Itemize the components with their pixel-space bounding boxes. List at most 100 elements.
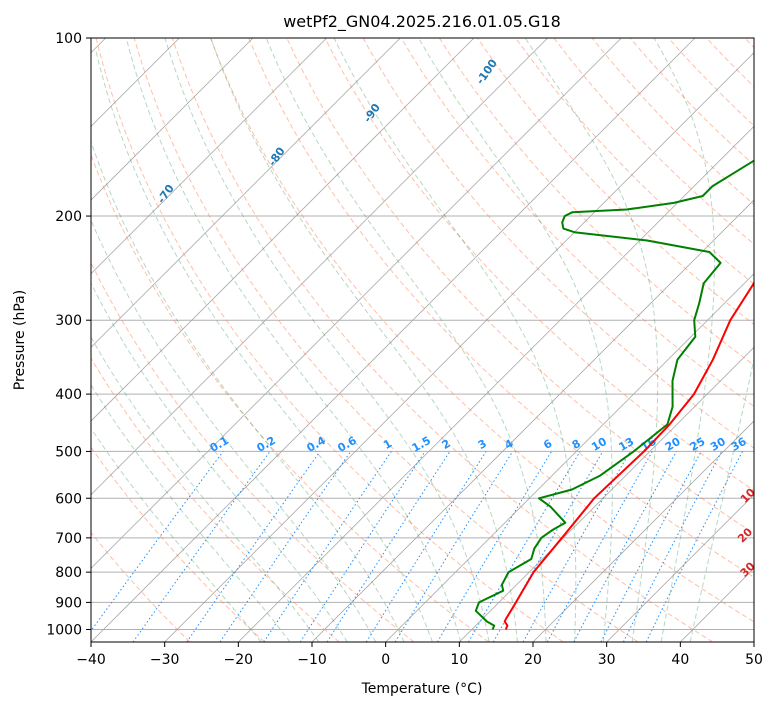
x-tick-label: 20	[524, 652, 542, 668]
isotherm-line	[91, 38, 696, 642]
moist-adiabat-label: -80	[266, 145, 288, 169]
isotherm-line	[91, 38, 475, 422]
dry-adiabat-line	[515, 38, 754, 285]
moist-adiabat-line	[210, 38, 518, 642]
mixing-ratio-label: 3	[476, 437, 489, 452]
background-labels: 0.1 0.2 0.4 0.6 1 1.5 2 3 4 6 8 10 13 16 20 25 30 3610203…	[18, 57, 775, 610]
mixing-ratio-line	[132, 451, 271, 642]
x-axis-label: Temperature (°C)	[361, 681, 483, 697]
isotherm-line	[91, 38, 622, 569]
x-axis-ticks: −40 −30 −20 −10 0 10 20 30 40 50	[76, 642, 763, 668]
dry-adiabat-line	[591, 38, 754, 206]
mixing-ratio-line	[645, 451, 743, 642]
moist-adiabat-line	[91, 427, 262, 642]
isotherm-line	[91, 38, 401, 348]
moist-adiabat-label: -100	[474, 57, 501, 87]
isotherm-line	[91, 38, 254, 201]
moist-adiabat-line	[164, 38, 490, 642]
dry-adiabat-line	[706, 38, 754, 88]
mixing-ratio-line	[468, 451, 581, 642]
x-tick-label: 10	[450, 652, 468, 668]
mixing-ratio-line	[263, 451, 392, 642]
mixing-ratio-line	[394, 451, 514, 642]
dry-adiabat-line	[91, 446, 265, 642]
moist-adiabat-label: -90	[361, 101, 383, 125]
mixing-ratio-label: 2	[440, 437, 453, 452]
dry-adiabat-label: 10	[738, 486, 758, 506]
x-tick-label: 0	[381, 652, 390, 668]
moist-adiabat-line	[91, 383, 291, 642]
y-tick-label: 300	[55, 313, 82, 329]
moist-adiabat-line	[91, 336, 320, 642]
y-axis-ticks: 100 200 300 400 500 600 700 800 900 1000	[46, 31, 91, 638]
isotherm-line	[753, 641, 754, 642]
isotherm-line	[680, 567, 754, 642]
dry-adiabat-line	[744, 38, 754, 49]
mixing-ratio-line	[622, 451, 723, 642]
y-axis-label: Pressure (hPa)	[12, 290, 28, 390]
moist-adiabat-line	[95, 50, 433, 642]
y-tick-label: 100	[55, 31, 82, 47]
mixing-ratio-label: 1	[381, 437, 394, 452]
dry-adiabat-line	[95, 38, 564, 642]
profile-lines	[474, 159, 754, 630]
x-tick-label: 30	[598, 652, 616, 668]
y-tick-label: 700	[55, 531, 82, 547]
y-tick-label: 1000	[46, 622, 82, 638]
mixing-ratio-line	[299, 451, 426, 642]
x-tick-label: −20	[224, 652, 254, 668]
dry-adiabat-line	[248, 38, 754, 578]
moist-adiabat-label: -60	[18, 238, 40, 262]
mixing-ratio-line	[600, 451, 702, 642]
dry-adiabat-label: 20	[735, 525, 755, 545]
temperature-profile-line	[503, 280, 754, 630]
y-tick-label: 900	[55, 595, 82, 611]
moist-adiabat-line	[91, 139, 405, 642]
dry-adiabat-line	[324, 38, 754, 492]
dry-adiabat-line	[91, 531, 191, 642]
dewpoint-profile-line	[474, 159, 754, 630]
isotherm-line	[385, 273, 754, 642]
mixing-ratio-line	[91, 451, 224, 632]
dry-adiabat-line	[286, 38, 754, 535]
isotherm-line	[91, 38, 548, 496]
plot-frame	[90, 37, 755, 643]
dry-adiabat-line	[91, 261, 415, 642]
mixing-ratio-line	[219, 451, 352, 642]
moist-adiabat-line	[524, 38, 659, 642]
isotherm-line	[459, 346, 754, 642]
dry-adiabat-label: 30	[738, 559, 758, 579]
isotherm-line	[164, 52, 754, 642]
mixing-ratio-label: 6	[541, 437, 554, 452]
mixing-ratio-line	[546, 451, 653, 642]
moist-adiabat-line	[418, 38, 613, 642]
y-tick-label: 800	[55, 565, 82, 581]
mixing-ratio-line	[522, 451, 631, 642]
dry-adiabat-line	[438, 38, 754, 366]
dry-adiabat-line	[91, 357, 340, 642]
mixing-ratio-label: 8	[570, 437, 583, 452]
dry-adiabat-line	[362, 38, 754, 449]
x-tick-label: 40	[671, 652, 689, 668]
chart-title: wetPf2_GN04.2025.216.01.05.G18	[283, 12, 561, 32]
background-lines	[91, 38, 754, 642]
isotherm-line	[238, 125, 754, 642]
dry-adiabat-label: 40	[759, 590, 775, 610]
x-tick-label: −30	[150, 652, 180, 668]
x-tick-label: 50	[745, 652, 763, 668]
moist-adiabat-line	[653, 38, 715, 642]
y-tick-label: 400	[55, 387, 82, 403]
mixing-ratio-line	[365, 451, 487, 642]
dry-adiabat-line	[553, 38, 754, 245]
moist-adiabat-line	[333, 38, 577, 642]
dry-adiabat-line	[91, 153, 489, 642]
x-tick-label: −10	[297, 652, 327, 668]
mixing-ratio-line	[436, 451, 553, 642]
moist-adiabat-label: -70	[155, 182, 177, 206]
moist-adiabat-line	[689, 356, 754, 642]
dry-adiabat-line	[477, 38, 754, 326]
mixing-ratio-line	[573, 451, 677, 642]
moist-adiabat-line	[265, 38, 547, 642]
dry-adiabat-line	[629, 38, 754, 166]
